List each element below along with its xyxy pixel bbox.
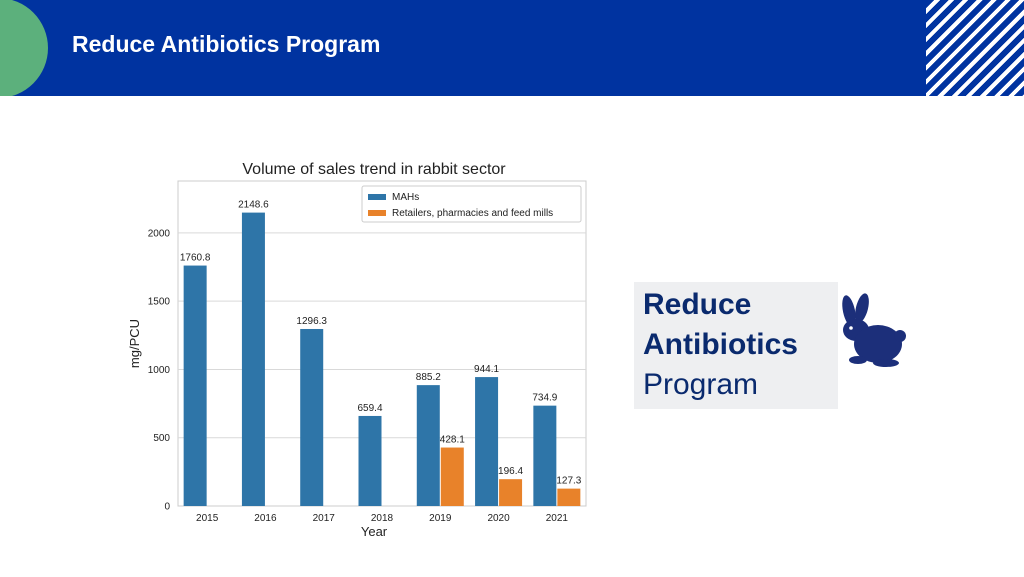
bar-mahs-2020 bbox=[475, 377, 499, 506]
header-accent-circle bbox=[0, 0, 48, 96]
x-axis-label: Year bbox=[361, 524, 388, 539]
callout-line-1: Reduce bbox=[643, 288, 752, 321]
page-title: Reduce Antibiotics Program bbox=[72, 31, 381, 57]
header-stripes-pattern bbox=[926, 0, 1024, 96]
bar-retailers-2020 bbox=[499, 479, 523, 506]
chart-title: Volume of sales trend in rabbit sector bbox=[242, 161, 506, 178]
callout-line-3: Program bbox=[643, 368, 759, 401]
bar-mahs-2021 bbox=[533, 405, 557, 506]
x-tick-label: 2019 bbox=[429, 513, 452, 524]
sales-bar-chart: 0 500 1000 1500 2000 1760.8 2015 2148.6 2016 1296… bbox=[127, 161, 587, 539]
data-label: 2148.6 bbox=[238, 200, 269, 211]
data-label: 944.1 bbox=[474, 364, 499, 375]
data-label: 196.4 bbox=[498, 466, 523, 477]
y-tick-label: 1000 bbox=[148, 365, 171, 376]
legend-box bbox=[361, 185, 582, 223]
bar-mahs-2019 bbox=[416, 385, 440, 506]
data-label: 734.9 bbox=[532, 393, 557, 404]
bar-mahs-2016 bbox=[241, 212, 265, 506]
legend-label: Retailers, pharmacies and feed mills bbox=[392, 208, 553, 219]
data-label: 428.1 bbox=[440, 435, 465, 446]
bar-mahs-2017 bbox=[300, 328, 324, 506]
x-tick-label: 2018 bbox=[371, 513, 394, 524]
data-label: 659.4 bbox=[357, 403, 382, 414]
header-bar: Reduce Antibiotics Program bbox=[0, 0, 1024, 96]
y-tick-label: 2000 bbox=[148, 228, 171, 239]
legend-swatch bbox=[368, 210, 386, 216]
data-label: 127.3 bbox=[556, 476, 581, 487]
x-tick-label: 2021 bbox=[546, 513, 569, 524]
data-label: 1760.8 bbox=[180, 253, 211, 264]
data-label: 1296.3 bbox=[296, 316, 327, 327]
x-tick-label: 2016 bbox=[254, 513, 277, 524]
x-tick-label: 2017 bbox=[313, 513, 336, 524]
rabbit-icon bbox=[842, 293, 906, 367]
data-label: 885.2 bbox=[416, 372, 441, 383]
y-tick-label: 1500 bbox=[148, 297, 171, 308]
bar-retailers-2019 bbox=[440, 447, 464, 506]
bar-mahs-2015 bbox=[183, 265, 207, 506]
callout-box: Reduce Antibiotics Program bbox=[634, 282, 838, 409]
callout-line-2: Antibiotics bbox=[643, 328, 798, 361]
y-axis-label: mg/PCU bbox=[127, 319, 142, 368]
x-tick-label: 2015 bbox=[196, 513, 219, 524]
y-tick-label: 500 bbox=[153, 433, 170, 444]
legend-swatch bbox=[368, 194, 386, 200]
x-tick-label: 2020 bbox=[487, 513, 510, 524]
y-tick-label: 0 bbox=[164, 502, 170, 513]
bar-mahs-2018 bbox=[358, 415, 382, 506]
legend-label: MAHs bbox=[392, 192, 419, 203]
plot-area bbox=[177, 180, 587, 507]
bar-retailers-2021 bbox=[557, 488, 581, 506]
